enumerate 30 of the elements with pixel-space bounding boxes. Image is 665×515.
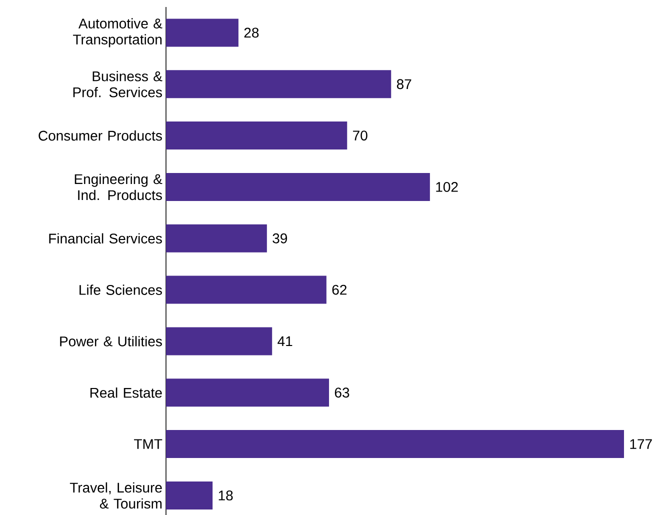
bar <box>166 172 430 201</box>
bar <box>166 224 267 252</box>
y-tick-label: Travel, Leisure & Tourism <box>70 482 162 509</box>
y-tick-label: Financial Services <box>49 233 162 244</box>
data-label: 177 <box>630 439 652 449</box>
y-tick-label: Engineering & Ind. Products <box>74 174 162 200</box>
y-tick-label: Business & Prof. Services <box>73 70 162 98</box>
y-tick-label: Power & Utilities <box>60 336 162 346</box>
y-tick-label: Real Estate <box>90 387 162 398</box>
data-label: 70 <box>353 130 368 141</box>
y-tick-label: Consumer Products <box>38 130 162 141</box>
data-label: 28 <box>244 28 259 38</box>
bar <box>166 430 624 458</box>
data-label: 41 <box>278 336 292 346</box>
data-label: 87 <box>396 79 412 90</box>
data-label: 102 <box>436 182 458 192</box>
data-label: 62 <box>332 284 346 295</box>
data-label: 39 <box>272 233 288 244</box>
bar <box>166 327 272 356</box>
bar <box>166 276 326 304</box>
data-label: 18 <box>218 490 233 500</box>
y-tick-label: TMT <box>134 439 162 449</box>
bar <box>166 481 213 510</box>
data-label: 63 <box>334 388 350 398</box>
bar <box>166 18 238 47</box>
y-tick-label: Automotive & Transportation <box>73 18 162 48</box>
y-tick-label: Life Sciences <box>80 284 162 295</box>
bar <box>166 378 330 407</box>
bar <box>166 70 392 98</box>
bar <box>166 122 348 150</box>
